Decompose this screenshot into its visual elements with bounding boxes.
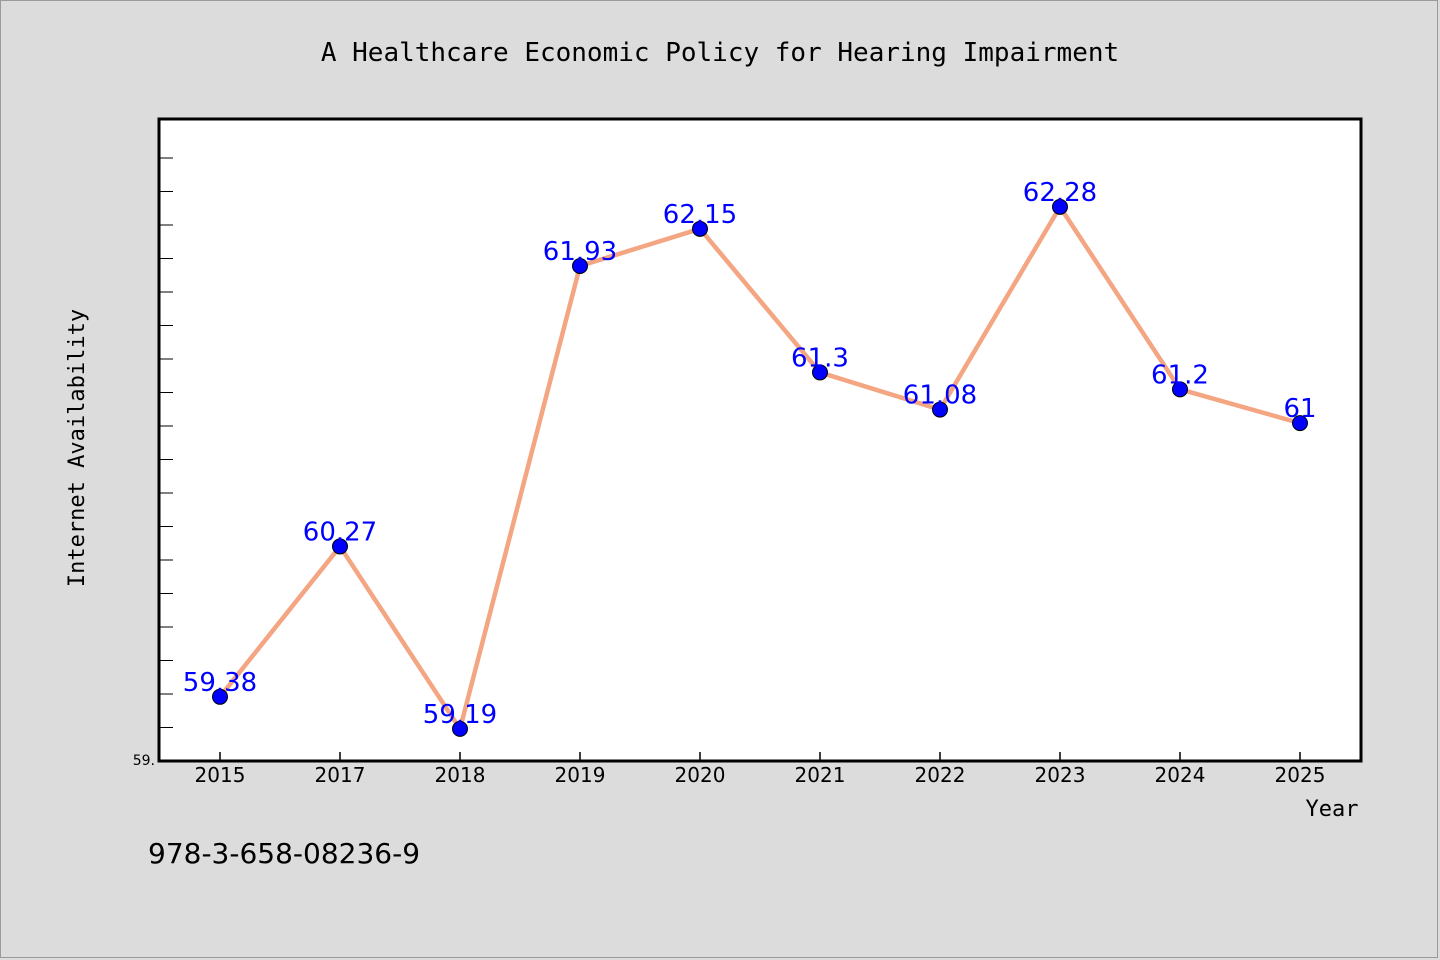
data-label: 61.3 — [791, 343, 849, 373]
data-point — [332, 538, 348, 555]
x-axis-tick-labels: 2015 2017 2018 2019 2020 2021 2022 2023 2024 2025 — [195, 763, 1326, 787]
x-tick-label: 2019 — [555, 763, 606, 787]
data-label: 61.93 — [543, 237, 617, 267]
isbn-text: 978-3-658-08236-9 — [148, 837, 420, 870]
y-axis-label: Internet Availability — [65, 309, 90, 587]
data-point — [572, 257, 588, 274]
data-point — [1172, 381, 1188, 398]
data-label: 59.19 — [423, 700, 497, 730]
data-label: 59.38 — [183, 668, 257, 698]
x-tick-label: 2017 — [315, 763, 366, 787]
data-label: 61.2 — [1151, 360, 1209, 390]
y-tick-label: 59. — [133, 753, 155, 769]
x-tick-label: 2022 — [915, 763, 966, 787]
data-point — [812, 364, 828, 381]
data-label: 62.15 — [663, 200, 737, 230]
x-tick-label: 2021 — [795, 763, 846, 787]
plot-area — [157, 117, 1363, 763]
chart-title: A Healthcare Economic Policy for Hearing… — [321, 38, 1119, 68]
data-label: 61.08 — [903, 381, 977, 411]
x-tick-label: 2023 — [1035, 763, 1086, 787]
data-markers — [212, 198, 1308, 737]
y-axis-ticks — [159, 157, 173, 762]
data-point — [692, 220, 708, 237]
data-point — [452, 720, 468, 737]
data-labels: 59.38 60.27 59.19 61.93 62.15 61.3 61.08 62.28 6… — [183, 178, 1317, 730]
series-line — [218, 204, 1301, 732]
x-axis-label: Year — [1306, 797, 1359, 822]
x-tick-label: 2025 — [1275, 763, 1326, 787]
data-point — [1292, 415, 1308, 432]
data-label: 62.28 — [1023, 178, 1097, 208]
data-point — [1052, 198, 1068, 215]
x-axis-ticks — [219, 752, 1301, 761]
data-point — [932, 401, 948, 418]
data-point — [212, 688, 228, 705]
x-tick-label: 2018 — [435, 763, 486, 787]
data-label: 61 — [1283, 394, 1316, 424]
data-label: 60.27 — [303, 517, 377, 547]
x-tick-label: 2024 — [1155, 763, 1206, 787]
x-tick-label: 2015 — [195, 763, 246, 787]
x-tick-label: 2020 — [675, 763, 726, 787]
